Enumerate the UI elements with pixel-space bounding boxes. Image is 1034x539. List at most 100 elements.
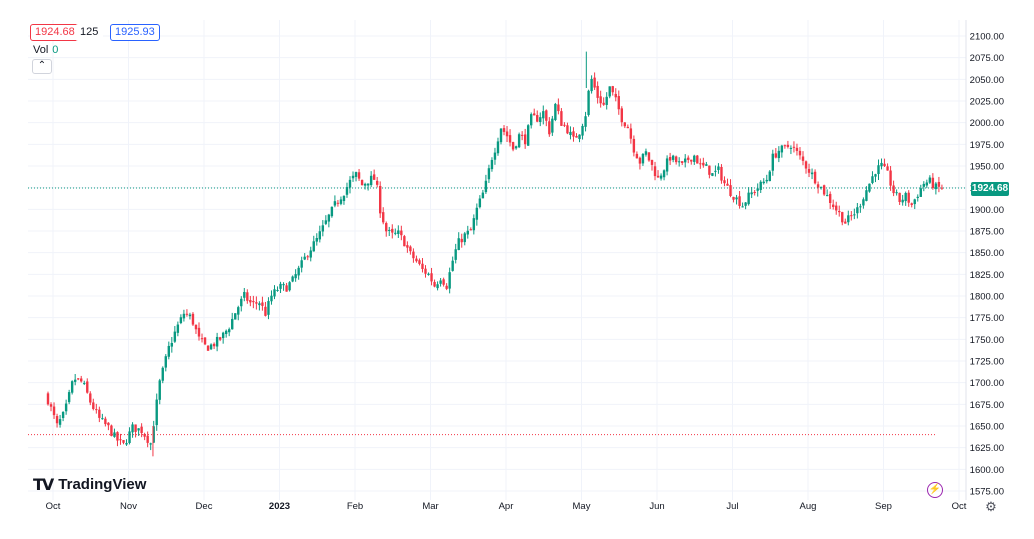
candle-body	[572, 131, 575, 137]
time-tick-label: Dec	[196, 501, 213, 512]
candle-body	[892, 185, 895, 194]
candle-body	[448, 272, 451, 289]
candle-body	[460, 238, 463, 243]
candle-body	[810, 172, 814, 175]
candle-body	[231, 318, 234, 330]
candle-body	[258, 303, 261, 306]
candle-body	[61, 411, 65, 419]
time-tick-label: May	[573, 501, 591, 512]
candle-body	[901, 199, 904, 203]
candle-body	[937, 181, 941, 187]
candle-body	[339, 199, 343, 204]
candle-body	[228, 329, 231, 333]
candle-body	[569, 131, 572, 136]
candle-body	[161, 367, 164, 381]
volume-legend[interactable]: Vol 0	[33, 44, 58, 56]
candle-body	[490, 159, 494, 170]
candle-body	[294, 274, 297, 279]
chart-horizontal-lines	[28, 187, 966, 436]
candle-body	[52, 406, 56, 416]
candle-body	[300, 260, 303, 268]
candle-body	[804, 161, 808, 169]
candle-body	[750, 192, 753, 195]
candle-body	[113, 432, 116, 437]
candle-body	[641, 153, 645, 164]
candle-body	[285, 285, 288, 292]
candle-body	[267, 301, 270, 315]
candle-body	[560, 111, 563, 126]
candle-body	[611, 86, 614, 93]
candle-body	[602, 102, 605, 105]
candle-body	[554, 103, 557, 121]
candle-body	[388, 229, 391, 231]
price-tick-label: 2075.00	[970, 53, 1004, 64]
candle-body	[940, 187, 944, 189]
candle-body	[668, 157, 672, 161]
ask-price-badge[interactable]: 1925.93	[110, 24, 160, 41]
candle-body	[336, 202, 340, 204]
price-tick-label: 1850.00	[970, 248, 1004, 259]
time-tick-label: Feb	[347, 501, 363, 512]
tradingview-logo[interactable]: TV TradingView	[33, 474, 146, 494]
candle-body	[786, 144, 790, 147]
candle-body	[819, 186, 823, 188]
tradingview-logo-text: TradingView	[58, 475, 147, 493]
candle-body	[249, 300, 252, 303]
candle-body	[511, 142, 515, 150]
candle-body	[173, 331, 177, 342]
candle-body	[557, 104, 560, 112]
candle-body	[406, 245, 409, 248]
gear-icon[interactable]: ⚙	[985, 499, 997, 514]
candle-body	[418, 260, 421, 264]
time-tick-label: Apr	[499, 501, 514, 512]
candle-body	[502, 128, 506, 132]
candle-body	[717, 166, 720, 171]
candle-body	[807, 169, 811, 173]
candle-body	[732, 196, 735, 200]
price-tick-label: 2050.00	[970, 75, 1004, 86]
candle-body	[369, 175, 373, 186]
candle-body	[146, 435, 149, 443]
candle-body	[475, 207, 479, 220]
price-tick-label: 1700.00	[970, 378, 1004, 389]
candle-body	[324, 220, 328, 224]
price-axis: 2100.00 2075.00 2050.00 2025.00 2000.00 1975.…	[970, 32, 1004, 498]
candle-body	[318, 231, 321, 240]
candle-body	[493, 152, 497, 160]
time-axis: Oct Nov Dec 2023 Feb Mar Apr May Jun Jul Aug Sep Oct	[46, 501, 967, 512]
candle-body	[221, 332, 225, 339]
candle-body	[273, 289, 276, 297]
candle-body	[282, 284, 285, 286]
candle-body	[372, 174, 376, 180]
chevron-up-icon[interactable]: ⌃	[32, 59, 52, 74]
candle-body	[209, 344, 213, 350]
lightning-icon[interactable]: ⚡	[927, 482, 943, 498]
spread-value: 125	[75, 24, 104, 41]
candle-body	[297, 267, 300, 276]
candle-body	[363, 183, 367, 186]
candle-body	[904, 192, 907, 202]
candle-body	[116, 432, 119, 441]
chart-grid	[28, 20, 966, 500]
candle-body	[841, 212, 844, 223]
candle-body	[170, 342, 174, 347]
candle-body	[729, 185, 732, 196]
candle-body	[665, 158, 669, 172]
price-tick-label: 2100.00	[970, 32, 1004, 43]
candle-body	[795, 147, 799, 151]
candle-body	[822, 185, 826, 195]
candle-body	[246, 292, 249, 301]
candle-body	[89, 393, 92, 403]
candle-body	[681, 161, 684, 163]
candle-body	[330, 206, 334, 217]
candle-body	[466, 230, 469, 235]
candle-body	[910, 203, 913, 205]
candle-body	[696, 155, 699, 164]
candle-body	[203, 337, 207, 345]
candle-body	[551, 118, 554, 133]
candle-body	[182, 313, 186, 319]
candle-body	[379, 185, 382, 214]
bid-price-badge[interactable]: 1924.68	[30, 24, 80, 41]
candle-body	[566, 125, 569, 134]
